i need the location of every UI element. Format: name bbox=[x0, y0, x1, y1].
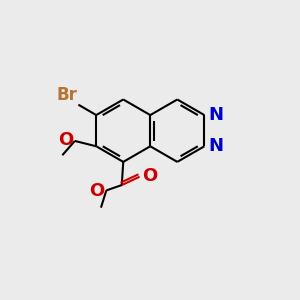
Text: O: O bbox=[89, 182, 104, 200]
Text: Br: Br bbox=[56, 86, 77, 104]
Text: O: O bbox=[142, 167, 157, 185]
Text: methyl: methyl bbox=[28, 156, 62, 167]
Text: N: N bbox=[208, 137, 223, 155]
Text: N: N bbox=[208, 106, 223, 124]
Text: O: O bbox=[58, 131, 74, 149]
